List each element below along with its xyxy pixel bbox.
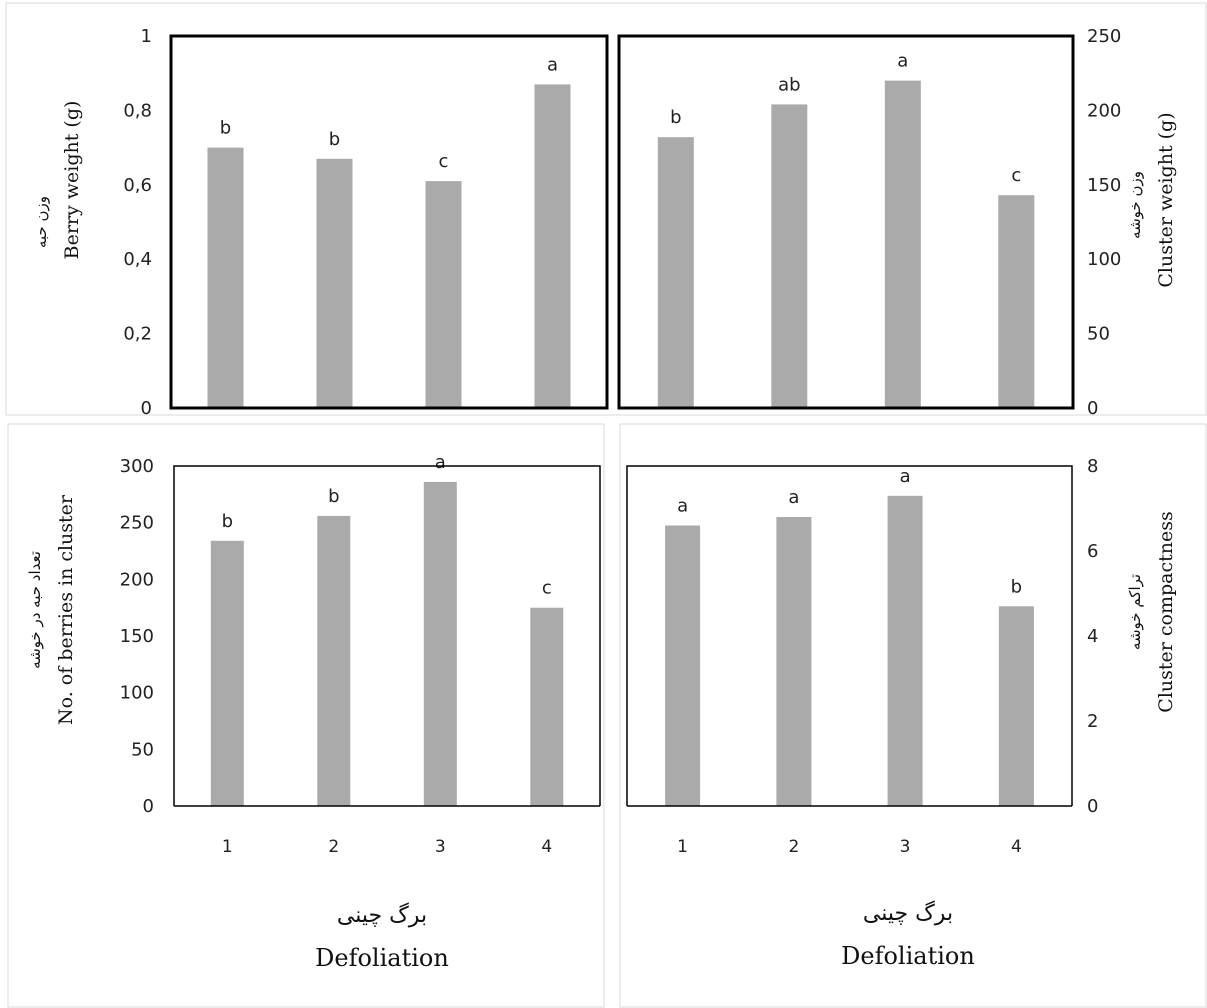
y-tick-label: 50 <box>1087 324 1110 345</box>
significance-label: a <box>900 466 911 487</box>
significance-label: b <box>328 486 339 507</box>
y-tick-label: 50 <box>131 739 154 760</box>
x-tick-label: 3 <box>435 837 446 857</box>
panel-c-frame <box>7 423 605 1008</box>
plot-area-border <box>169 34 609 410</box>
bar <box>771 104 808 409</box>
panel-d-frame <box>619 423 1207 1008</box>
bar <box>210 540 244 806</box>
y-tick-label: 250 <box>1087 26 1121 47</box>
y-axis-label-fa: تراکم خوشه <box>1126 574 1144 650</box>
y-tick-label: 8 <box>1087 456 1098 477</box>
significance-label: b <box>220 118 231 139</box>
y-axis-label: Berry weight (g) <box>61 101 83 260</box>
y-tick-label: 1 <box>141 26 152 47</box>
y-tick-label: 0 <box>1087 796 1098 817</box>
y-tick-label: 0,2 <box>123 324 152 345</box>
bar <box>776 517 812 806</box>
x-tick-label: 1 <box>222 837 233 857</box>
bar <box>316 158 353 408</box>
x-tick-label: 3 <box>900 837 911 857</box>
bar <box>207 147 244 408</box>
y-tick-label: 0 <box>1087 398 1098 419</box>
significance-label: c <box>1011 165 1021 186</box>
bar <box>657 137 694 408</box>
y-tick-label: 0,4 <box>123 249 152 270</box>
x-axis-label: Defoliation <box>841 942 975 970</box>
bar <box>998 195 1035 408</box>
bar <box>425 181 462 408</box>
significance-label: b <box>222 511 233 532</box>
y-axis-label: Cluster weight (g) <box>1155 112 1177 287</box>
chart-berries-per-cluster: b b a c 0 50 100 150 200 250 300 1 2 3 4 تعداد حبه د… <box>26 452 601 972</box>
y-tick-label: 100 <box>1087 249 1121 270</box>
y-axis-label: Cluster compactness <box>1155 511 1177 712</box>
significance-label: c <box>439 151 449 172</box>
top-panels-frame <box>5 2 1207 416</box>
y-tick-label: 0,8 <box>123 100 152 121</box>
y-tick-label: 150 <box>1087 175 1121 196</box>
y-axis-label-fa: وزن خوشه <box>1126 171 1144 239</box>
bar <box>530 607 564 806</box>
x-tick-label: 1 <box>677 837 688 857</box>
significance-label: a <box>788 487 799 508</box>
significance-label: b <box>329 129 340 150</box>
plot-area-border <box>626 465 1073 806</box>
y-axis-label-fa: تعداد حبه در خوشه <box>26 551 44 669</box>
bar <box>884 80 921 408</box>
y-axis-label-fa: وزن حبه <box>32 196 50 248</box>
y-tick-label: 300 <box>120 456 154 477</box>
y-tick-label: 150 <box>120 626 154 647</box>
bar <box>423 481 457 806</box>
y-tick-label: 100 <box>120 683 154 704</box>
significance-label: b <box>1011 576 1022 597</box>
bar <box>887 495 923 807</box>
y-tick-label: 0,6 <box>123 175 152 196</box>
bar <box>998 606 1034 807</box>
significance-label: a <box>897 51 908 72</box>
x-tick-label: 2 <box>328 837 339 857</box>
y-tick-label: 250 <box>120 513 154 534</box>
x-tick-label: 2 <box>788 837 799 857</box>
chart-berry-weight: b b c a 0 0,2 0,4 0,6 0,8 1 وزن حبه Berry weight… <box>32 26 609 419</box>
y-tick-label: 4 <box>1087 626 1098 647</box>
significance-label: a <box>435 452 446 473</box>
bar <box>534 84 571 409</box>
significance-label: ab <box>778 74 800 95</box>
x-axis-label-fa: برگ چینی <box>863 900 953 926</box>
y-tick-label: 2 <box>1087 711 1098 732</box>
x-axis-label: Defoliation <box>315 944 449 972</box>
significance-label: a <box>677 496 688 517</box>
significance-label: a <box>547 54 558 75</box>
x-tick-label: 4 <box>1011 837 1022 857</box>
y-axis-label: No. of berries in cluster <box>55 494 77 725</box>
plot-area-border <box>617 34 1075 410</box>
significance-label: b <box>670 107 681 128</box>
y-tick-label: 200 <box>1087 100 1121 121</box>
chart-cluster-compactness: a a a b 0 2 4 6 8 1 2 3 4 تراکم خوشه Cluster compa… <box>626 456 1177 970</box>
bar <box>317 515 351 806</box>
y-tick-label: 0 <box>141 398 152 419</box>
x-axis-label-fa: برگ چینی <box>337 902 427 928</box>
y-tick-label: 200 <box>120 569 154 590</box>
y-tick-label: 6 <box>1087 541 1098 562</box>
chart-cluster-weight: b ab a c 0 50 100 150 200 250 وزن خوشه Cluster w… <box>617 26 1177 419</box>
bar <box>665 525 701 806</box>
plot-area-border <box>173 465 601 806</box>
y-tick-label: 0 <box>143 796 154 817</box>
x-tick-label: 4 <box>541 837 552 857</box>
significance-label: c <box>542 578 552 599</box>
